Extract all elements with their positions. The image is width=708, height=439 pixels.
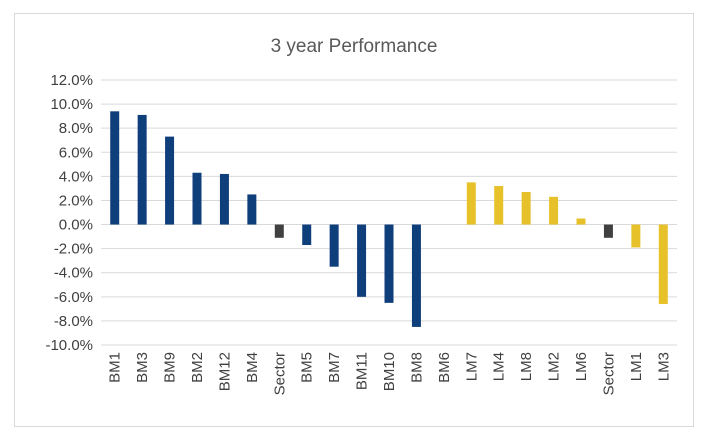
- y-tick-label: 12.0%: [50, 72, 93, 89]
- y-tick-label: 6.0%: [59, 144, 93, 161]
- bar-bm5: [302, 224, 312, 246]
- x-tick-label: BM6: [436, 352, 453, 383]
- bar-lm6: [576, 218, 586, 225]
- y-axis-ticks: 12.0% 10.0% 8.0% 6.0% 4.0% 2.0% 0.0% -2.0% -4.0%…: [45, 72, 93, 354]
- bar-sector-6: [274, 224, 284, 238]
- y-tick-label: -10.0%: [45, 337, 93, 354]
- bar-bm7: [329, 224, 339, 267]
- x-tick-label: BM4: [244, 352, 261, 383]
- x-tick-label: BM1: [107, 352, 124, 383]
- x-tick-label: BM9: [162, 352, 179, 383]
- x-tick-label: BM2: [189, 352, 206, 383]
- bar-chart: 3 year Performance 12.0% 10.0% 8.0% 6.0% 4.0…: [45, 36, 677, 395]
- x-tick-label: Sector: [271, 352, 288, 395]
- bar-lm2: [549, 196, 559, 225]
- bar-bm2: [192, 172, 202, 225]
- x-tick-label: BM12: [216, 352, 233, 391]
- x-tick-label: BM11: [354, 352, 371, 390]
- bar-bm12: [219, 173, 229, 225]
- x-tick-label: BM5: [299, 352, 316, 383]
- bar-bm9: [165, 136, 175, 225]
- bar-bm10: [384, 224, 394, 303]
- y-tick-label: -6.0%: [54, 289, 93, 306]
- bar-sector-18: [603, 224, 613, 238]
- bar-bm11: [357, 224, 367, 297]
- x-tick-label: LM3: [655, 352, 672, 381]
- bars: [110, 111, 668, 327]
- x-tick-label: LM1: [628, 352, 645, 381]
- x-tick-label: LM7: [463, 352, 480, 381]
- x-tick-label: BM8: [408, 352, 425, 383]
- chart-frame: 3 year Performance 12.0% 10.0% 8.0% 6.0% 4.0…: [14, 13, 694, 427]
- y-tick-label: -2.0%: [54, 241, 93, 258]
- bar-lm1: [631, 224, 641, 248]
- x-tick-label: LM6: [573, 352, 590, 381]
- bar-lm3: [658, 224, 668, 305]
- x-tick-label: BM7: [326, 352, 343, 383]
- bar-lm4: [494, 186, 504, 225]
- bar-bm4: [247, 194, 257, 225]
- gridlines: [101, 79, 677, 346]
- bar-lm7: [466, 182, 476, 225]
- x-tick-label: BM10: [381, 352, 398, 391]
- y-tick-label: -4.0%: [54, 265, 93, 282]
- x-tick-label: Sector: [600, 352, 617, 395]
- x-tick-label: BM3: [134, 352, 151, 383]
- bar-bm1: [110, 111, 120, 225]
- y-tick-label: 8.0%: [59, 120, 93, 137]
- bar-bm8: [411, 224, 421, 327]
- chart-title: 3 year Performance: [271, 36, 438, 57]
- bar-bm3: [137, 114, 147, 225]
- y-tick-label: 10.0%: [50, 96, 93, 113]
- x-axis-ticks: BM1 BM3 BM9 BM2 BM12 BM4 Sector BM5 BM7 BM11 BM10 B…: [107, 352, 673, 395]
- x-tick-label: LM4: [491, 352, 508, 381]
- x-tick-label: LM8: [518, 352, 535, 381]
- y-tick-label: -8.0%: [54, 313, 93, 330]
- bar-lm8: [521, 192, 531, 225]
- y-tick-label: 0.0%: [59, 217, 93, 234]
- y-tick-label: 4.0%: [59, 168, 93, 185]
- x-tick-label: LM2: [546, 352, 563, 381]
- y-tick-label: 2.0%: [59, 192, 93, 209]
